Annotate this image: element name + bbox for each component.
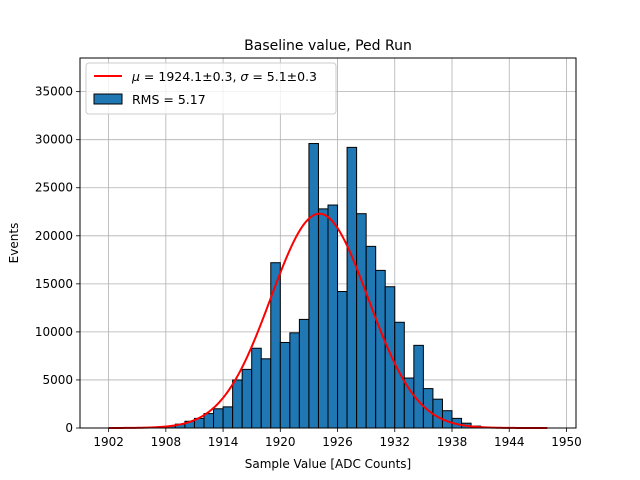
- x-tick-label: 1950: [551, 435, 582, 449]
- y-tick-label: 25000: [35, 181, 73, 195]
- gaussian-fit: [108, 212, 548, 429]
- y-tick-label: 30000: [35, 133, 73, 147]
- histogram-bar: [213, 408, 224, 429]
- histogram-bar: [337, 291, 348, 429]
- histogram-bar: [203, 413, 215, 429]
- x-tick-label: 1932: [379, 435, 410, 449]
- plot-frame: [79, 57, 577, 429]
- histogram-bar: [346, 146, 358, 429]
- histogram-bar: [432, 398, 443, 429]
- fit-curve: [108, 212, 548, 429]
- y-tick-label: 35000: [35, 85, 73, 99]
- histogram-bar: [403, 377, 415, 429]
- histogram-bar: [298, 318, 310, 429]
- legend-sigma-symbol: σ: [240, 69, 249, 84]
- chart-title: Baseline value, Ped Run: [244, 38, 412, 54]
- x-tick-label: 1938: [437, 435, 468, 449]
- histogram-bar: [365, 245, 377, 429]
- histogram-bar: [241, 368, 253, 429]
- histogram-bar: [394, 321, 405, 429]
- y-axis-label: Events: [7, 223, 21, 264]
- legend-hist-label: RMS = 5.17: [132, 92, 206, 107]
- histogram-bar: [232, 379, 243, 429]
- histogram-bar: [222, 406, 234, 429]
- x-tick-label: 1902: [93, 435, 124, 449]
- x-tick-label: 1914: [208, 435, 239, 449]
- histogram-bar: [375, 269, 386, 429]
- x-tick-label: 1920: [265, 435, 296, 449]
- y-tick-label: 0: [65, 421, 73, 435]
- histogram-bar: [289, 332, 300, 429]
- x-axis-label: Sample Value [ADC Counts]: [245, 457, 411, 471]
- histogram-bar: [308, 143, 319, 429]
- y-tick-label: 20000: [35, 229, 73, 243]
- histogram-bar: [260, 358, 272, 429]
- histogram-bar: [384, 286, 396, 429]
- histogram-bar: [317, 208, 329, 429]
- histogram-bars: [155, 143, 491, 429]
- legend-mu-symbol: μ: [131, 69, 140, 84]
- x-axis-ticks: 1902 1908 1914 1920 1926 1932 1938 1944 1950: [93, 428, 582, 449]
- x-tick-label: 1944: [494, 435, 525, 449]
- histogram-bar: [413, 344, 424, 429]
- legend: μ = 1924.1±0.3, σ = 5.1±0.3 RMS = 5.17: [85, 62, 337, 115]
- x-tick-label: 1926: [322, 435, 353, 449]
- legend-box: [85, 62, 337, 115]
- histogram-bar: [327, 204, 339, 429]
- legend-fit-label: μ = 1924.1±0.3, σ = 5.1±0.3: [131, 69, 317, 84]
- histogram-bar: [279, 341, 291, 429]
- histogram-bar: [356, 213, 367, 429]
- legend-mu-value: = 1924.1±0.3,: [140, 69, 240, 84]
- legend-sigma-value: = 5.1±0.3: [248, 69, 317, 84]
- y-axis-ticks: 0 5000 10000 15000 20000 25000 30000 35000: [35, 85, 80, 435]
- y-tick-label: 5000: [42, 373, 73, 387]
- x-tick-label: 1908: [151, 435, 182, 449]
- histogram-bar: [251, 347, 262, 429]
- legend-hist-swatch: [93, 93, 123, 105]
- y-tick-label: 15000: [35, 277, 73, 291]
- y-tick-label: 10000: [35, 325, 73, 339]
